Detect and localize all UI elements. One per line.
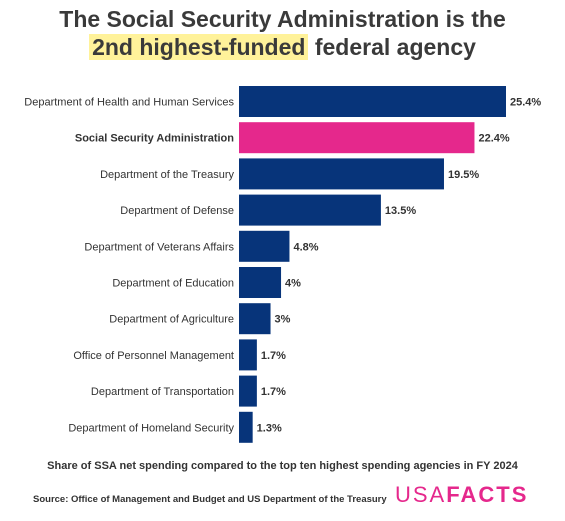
bar	[239, 122, 475, 154]
bar	[239, 158, 444, 190]
value-label: 1.3%	[257, 422, 282, 434]
title-rest: federal agency	[308, 34, 476, 60]
chart-title-line-1: The Social Security Administration is th…	[59, 6, 506, 32]
value-label: 19.5%	[448, 169, 479, 181]
value-label: 4.8%	[293, 241, 318, 253]
category-label: Department of Health and Human Services	[24, 97, 234, 109]
value-label: 1.7%	[261, 386, 286, 398]
usafacts-logo: USAFACTS	[395, 482, 528, 508]
category-label: Department of the Treasury	[100, 169, 234, 181]
bar	[239, 86, 506, 117]
chart-title-line-2: 2nd highest-funded federal agency	[0, 32, 565, 62]
value-label: 22.4%	[478, 133, 509, 145]
bar	[239, 230, 290, 262]
value-label: 4%	[285, 278, 301, 290]
value-label: 1.7%	[261, 350, 286, 362]
category-label: Social Security Administration	[75, 133, 234, 145]
source-note: Source: Office of Management and Budget …	[33, 494, 387, 505]
bar-chart: Department of Health and Human Services 2…	[24, 86, 541, 443]
category-label: Department of Veterans Affairs	[84, 241, 234, 253]
title-highlight: 2nd highest-funded	[89, 34, 309, 60]
logo-usa: USA	[395, 482, 447, 507]
bar	[239, 194, 381, 226]
category-label: Department of Agriculture	[109, 314, 234, 326]
category-label: Department of Transportation	[91, 386, 234, 398]
category-label: Office of Personnel Management	[73, 350, 234, 362]
category-label: Department of Defense	[120, 205, 234, 217]
bar	[239, 339, 257, 371]
value-label: 3%	[275, 314, 291, 326]
chart-caption: Share of SSA net spending compared to th…	[47, 460, 518, 472]
bar	[239, 267, 282, 298]
value-label: 25.4%	[510, 97, 541, 109]
value-label: 13.5%	[385, 205, 416, 217]
logo-facts: FACTS	[446, 482, 529, 507]
category-label: Department of Homeland Security	[68, 422, 234, 434]
bar	[239, 411, 253, 443]
bar	[239, 375, 257, 407]
bar	[239, 303, 271, 335]
category-label: Department of Education	[112, 278, 234, 290]
